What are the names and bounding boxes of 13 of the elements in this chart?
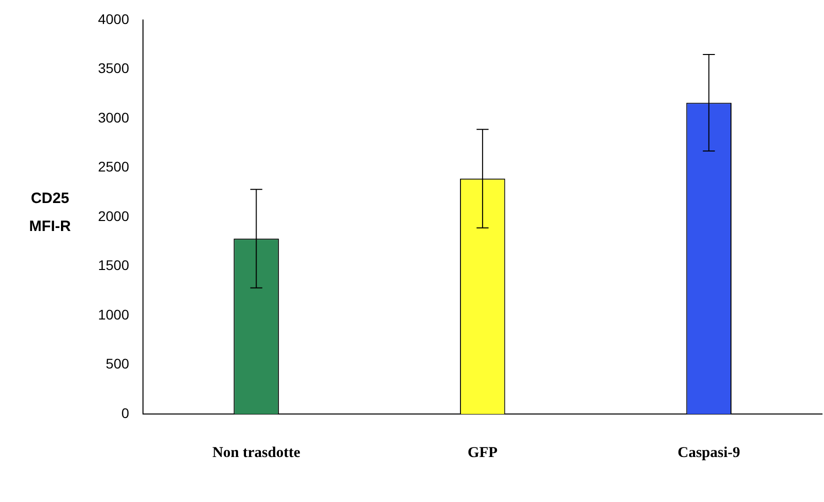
x-tick-label: Non trasdotte [212, 444, 301, 461]
y-tick-label: 3000 [98, 109, 130, 126]
y-tick-label: 3500 [98, 60, 130, 76]
y-tick-label: 1500 [98, 257, 130, 274]
x-tick-label: Caspasi-9 [678, 444, 740, 461]
y-tick-label: 1000 [98, 306, 130, 322]
y-tick-label: 500 [106, 356, 130, 372]
y-tick-label: 2500 [98, 158, 130, 175]
y-axis-title: CD25 MFI-R [29, 190, 71, 235]
y-tick-label: 0 [121, 404, 130, 421]
x-tick-label: GFP [468, 444, 498, 461]
y-tick-label: 4000 [98, 10, 130, 27]
y-tick-label: 2000 [98, 208, 130, 224]
